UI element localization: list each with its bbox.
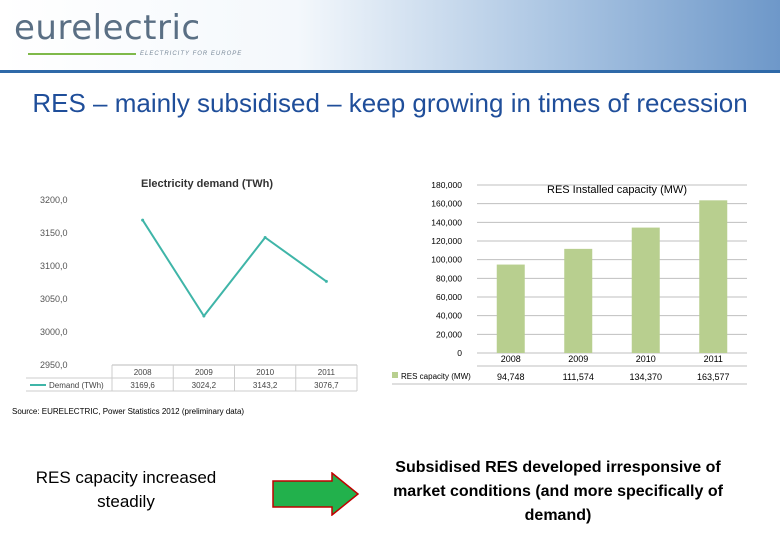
res-x-tick-label: 2011: [704, 354, 723, 364]
res-y-tick-label: 0: [457, 348, 462, 358]
res-y-tick-label: 20,000: [436, 329, 462, 339]
res-bar: [564, 248, 593, 353]
res-value-label: 111,574: [563, 372, 594, 382]
demand-y-tick-label: 3200,0: [40, 195, 68, 205]
demand-chart-title: Electricity demand (TWh): [141, 178, 273, 190]
demand-y-tick-label: 3100,0: [40, 261, 68, 271]
demand-x-tick-label: 2010: [256, 368, 274, 377]
demand-legend-label: Demand (TWh): [49, 381, 104, 390]
demand-line-chart: Electricity demand (TWh) 3200,0 3150,0 3100…: [26, 178, 358, 392]
res-value-label: 163,577: [697, 372, 730, 382]
slide-title: RES – mainly subsidised – keep growing i…: [32, 88, 748, 118]
res-y-tick-label: 60,000: [436, 292, 462, 302]
res-bar: [699, 200, 728, 353]
demand-point: [263, 235, 267, 239]
demand-point: [202, 314, 206, 318]
demand-value-label: 3143,2: [253, 381, 278, 390]
right-arrow-icon: [272, 472, 360, 516]
res-value-label: 134,370: [629, 372, 662, 382]
res-y-tick-label: 120,000: [431, 236, 462, 246]
demand-y-tick-label: 3150,0: [40, 228, 68, 238]
demand-y-tick-label: 2950,0: [40, 360, 68, 370]
res-bar: [496, 264, 525, 353]
demand-value-label: 3076,7: [314, 381, 339, 390]
demand-point: [141, 218, 145, 222]
res-x-tick-label: 2009: [568, 354, 588, 364]
res-y-tick-label: 160,000: [431, 199, 462, 209]
demand-value-label: 3169,6: [130, 381, 155, 390]
logo-tagline: ELECTRICITY FOR EUROPE: [140, 51, 243, 57]
res-capacity-bar-chart: 0 20,000 40,000 60,000 80,000 100,000 120,000 1…: [392, 180, 747, 385]
res-y-tick-label: 80,000: [436, 273, 462, 283]
res-legend-label: RES capacity (MW): [401, 372, 471, 381]
eurelectric-logo: eurelectric: [14, 8, 201, 48]
source-note: Source: EURELECTRIC, Power Statistics 20…: [12, 407, 245, 416]
tagline-bar: [28, 53, 136, 55]
res-x-tick-label: 2008: [501, 354, 521, 364]
header-band: [0, 0, 780, 72]
left-conclusion: RES capacity increased steadily: [35, 468, 217, 511]
header-divider: [0, 70, 780, 73]
res-y-tick-label: 100,000: [431, 255, 462, 265]
demand-series-line: [141, 219, 327, 318]
demand-y-tick-label: 3050,0: [40, 294, 68, 304]
res-y-tick-label: 140,000: [431, 217, 462, 227]
res-legend-swatch: [392, 372, 398, 378]
demand-value-label: 3024,2: [192, 381, 217, 390]
demand-y-tick-label: 3000,0: [40, 327, 68, 337]
res-y-tick-label: 40,000: [436, 311, 462, 321]
res-chart-title: RES Installed capacity (MW): [547, 184, 687, 196]
res-x-tick-label: 2010: [636, 354, 656, 364]
res-value-label: 94,748: [497, 372, 525, 382]
right-conclusion: Subsidised RES developed irresponsive of…: [393, 459, 723, 524]
demand-x-tick-label: 2008: [134, 368, 152, 377]
demand-point: [324, 279, 328, 283]
demand-x-tick-label: 2011: [318, 368, 336, 377]
demand-x-tick-label: 2009: [195, 368, 213, 377]
res-bar: [631, 227, 660, 353]
res-y-tick-label: 180,000: [431, 180, 462, 190]
